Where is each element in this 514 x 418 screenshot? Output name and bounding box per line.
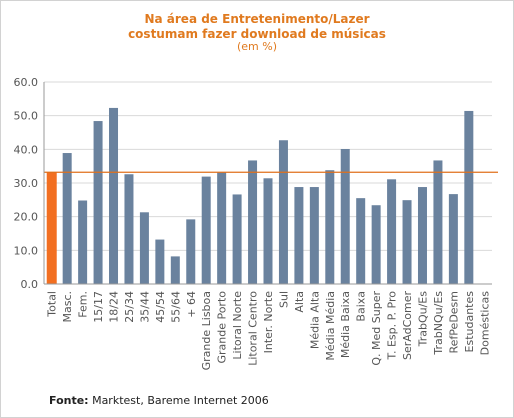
- bar: [109, 107, 119, 284]
- x-tick-label: 45/54: [154, 291, 167, 323]
- bar: [309, 187, 319, 284]
- bar: [356, 198, 366, 284]
- y-tick-label: 40.0: [14, 143, 39, 156]
- x-tick-label: TrabNQu/Es: [432, 291, 445, 356]
- bar: [248, 160, 258, 284]
- bar: [340, 148, 350, 284]
- x-tick-label: Alta: [293, 291, 306, 313]
- source-text: Marktest, Bareme Internet 2006: [92, 394, 269, 407]
- x-tick-label: Média Média: [324, 291, 337, 361]
- bar: [325, 170, 335, 284]
- y-tick-label: 10.0: [14, 244, 39, 257]
- x-tick-label: Masc.: [61, 291, 74, 323]
- x-tick-label: RefPeDesm: [447, 291, 460, 353]
- y-tick-label: 50.0: [14, 110, 39, 123]
- x-tick-label: 55/64: [169, 291, 182, 323]
- bar: [232, 194, 242, 284]
- x-tick-label: Grande Lisboa: [200, 291, 213, 370]
- bar: [78, 200, 88, 284]
- x-tick-label: 35/44: [138, 291, 151, 323]
- x-tick-label: Inter. Norte: [262, 291, 275, 354]
- x-tick-label: 15/17: [92, 291, 105, 323]
- bar: [402, 200, 412, 284]
- x-tick-label: TrabQu/Es: [416, 291, 429, 348]
- x-tick-label: Domésticas: [478, 291, 491, 356]
- x-tick-label: Sul: [277, 291, 290, 308]
- x-tick-label: + 64: [185, 291, 198, 318]
- bar: [294, 187, 304, 284]
- y-tick-label: 30.0: [14, 177, 39, 190]
- x-tick-label: Média Baixa: [339, 291, 352, 358]
- x-tick-label: 25/34: [123, 291, 136, 323]
- chart-title-line-1: Na área de Entretenimento/Lazer: [144, 12, 370, 26]
- x-tick-label: Litoral Norte: [231, 291, 244, 360]
- chart-title: Na área de Entretenimento/Lazer costumam…: [0, 12, 514, 42]
- x-tick-label: Baixa: [355, 291, 368, 322]
- bar: [464, 110, 474, 284]
- bar: [387, 179, 397, 284]
- x-tick-label: Média Alta: [308, 291, 321, 349]
- source-label: Fonte:: [49, 394, 89, 407]
- x-tick-label: Estudantes: [463, 291, 476, 353]
- bar: [448, 194, 458, 284]
- source-note: Fonte: Marktest, Bareme Internet 2006: [49, 394, 269, 407]
- bar: [433, 160, 443, 284]
- bar: [155, 239, 165, 284]
- bar: [417, 187, 427, 284]
- x-tick-label: Grande Porto: [216, 291, 229, 364]
- bar: [124, 174, 134, 284]
- bar: [278, 140, 288, 284]
- bar: [186, 219, 196, 284]
- bar: [201, 176, 211, 284]
- bar: [62, 153, 72, 284]
- bars: [46, 107, 474, 284]
- bar: [170, 256, 180, 284]
- chart-title-line-2: costumam fazer download de músicas: [128, 27, 386, 41]
- x-tick-label: T. Esp. P. Pro: [386, 291, 399, 361]
- bar: [139, 212, 149, 284]
- x-tick-label: Fem.: [77, 291, 90, 318]
- y-tick-label: 60.0: [14, 76, 39, 89]
- x-tick-labels: Total Masc. Fem. 15/17 18/24 25/34 35/44 45/54 5…: [46, 291, 492, 371]
- y-tick-label: 0.0: [21, 278, 39, 291]
- x-tick-label: 18/24: [108, 291, 121, 323]
- x-tick-label: Q. Med Super: [370, 291, 383, 366]
- x-tick-label: SerAdComer: [401, 291, 414, 360]
- chart-subtitle: (em %): [236, 40, 277, 53]
- bar: [217, 172, 227, 284]
- bar: [93, 121, 103, 284]
- bar: [371, 205, 381, 284]
- y-tick-label: 20.0: [14, 211, 39, 224]
- y-tick-labels: 0.0 10.0 20.0 30.0 40.0 50.0 60.0: [14, 76, 39, 291]
- bar: [46, 172, 57, 284]
- bar: [263, 178, 273, 284]
- x-tick-label: Litoral Centro: [247, 291, 260, 366]
- axes: [43, 82, 492, 285]
- x-tick-label: Total: [46, 291, 59, 318]
